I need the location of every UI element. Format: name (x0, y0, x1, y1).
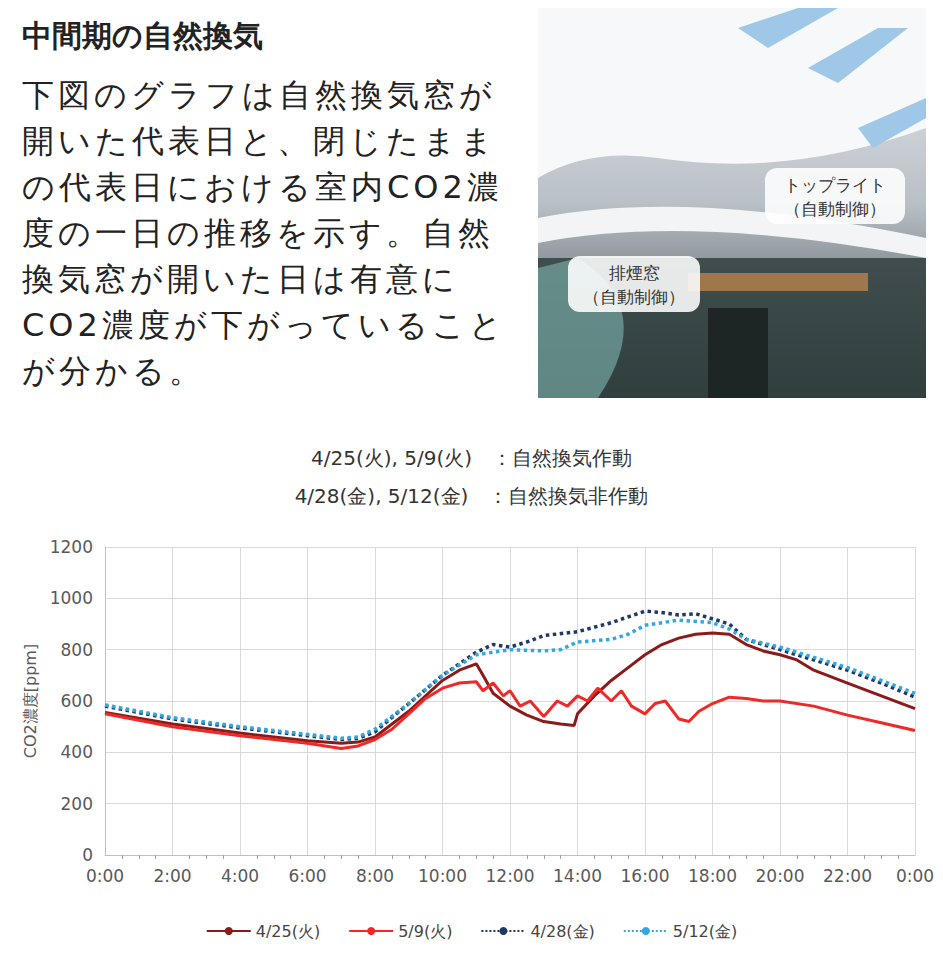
svg-text:600: 600 (61, 691, 93, 711)
svg-text:16:00: 16:00 (621, 866, 670, 886)
svg-text:18:00: 18:00 (688, 866, 737, 886)
svg-text:20:00: 20:00 (756, 866, 805, 886)
svg-text:5/9(火): 5/9(火) (398, 922, 452, 941)
svg-text:4/28(金), 5/12(金) ：自然換気非作動: 4/28(金), 5/12(金) ：自然換気非作動 (295, 484, 649, 508)
svg-text:8:00: 8:00 (356, 866, 394, 886)
svg-text:0:00: 0:00 (896, 866, 934, 886)
svg-text:200: 200 (61, 794, 93, 814)
svg-text:10:00: 10:00 (418, 866, 467, 886)
svg-text:1200: 1200 (50, 537, 93, 557)
svg-text:トップライト: トップライト (784, 175, 886, 195)
svg-text:4/25(火): 4/25(火) (256, 922, 320, 941)
svg-text:800: 800 (61, 640, 93, 660)
svg-text:（自動制御）: （自動制御） (784, 199, 886, 219)
svg-text:22:00: 22:00 (823, 866, 872, 886)
svg-text:1000: 1000 (50, 588, 93, 608)
html-text:度の一日の推移を示す。自然: 度の一日の推移を示す。自然 (22, 214, 494, 252)
html-text:換気窓が開いた日は有意に: 換気窓が開いた日は有意に (22, 260, 459, 298)
html-text:が分かる。: が分かる。 (22, 352, 205, 390)
html-text:の代表日における室内CO2濃: の代表日における室内CO2濃 (22, 168, 503, 206)
svg-text:4/25(火), 5/9(火) ：自然換気作動: 4/25(火), 5/9(火) ：自然換気作動 (311, 446, 632, 470)
svg-text:0: 0 (82, 845, 93, 865)
svg-text:4/28(金): 4/28(金) (530, 922, 594, 941)
svg-text:12:00: 12:00 (486, 866, 535, 886)
svg-text:0:00: 0:00 (86, 866, 124, 886)
svg-text:5/12(金): 5/12(金) (673, 922, 737, 941)
svg-text:2:00: 2:00 (153, 866, 191, 886)
svg-text:（自動制御）: （自動制御） (583, 287, 685, 307)
svg-text:CO2濃度[ppm]: CO2濃度[ppm] (21, 644, 40, 758)
html-text:CO2濃度が下がっていること: CO2濃度が下がっていること (22, 306, 506, 344)
svg-text:14:00: 14:00 (553, 866, 602, 886)
svg-text:排煙窓: 排煙窓 (609, 263, 660, 283)
html-text:下図のグラフは自然換気窓が: 下図のグラフは自然換気窓が (22, 76, 496, 114)
svg-text:400: 400 (61, 742, 93, 762)
html-text:開いた代表日と、閉じたまま: 開いた代表日と、閉じたまま (22, 122, 497, 160)
svg-text:4:00: 4:00 (221, 866, 259, 886)
svg-text:6:00: 6:00 (288, 866, 326, 886)
html-text:中間期の自然換気: 中間期の自然換気 (22, 18, 263, 53)
